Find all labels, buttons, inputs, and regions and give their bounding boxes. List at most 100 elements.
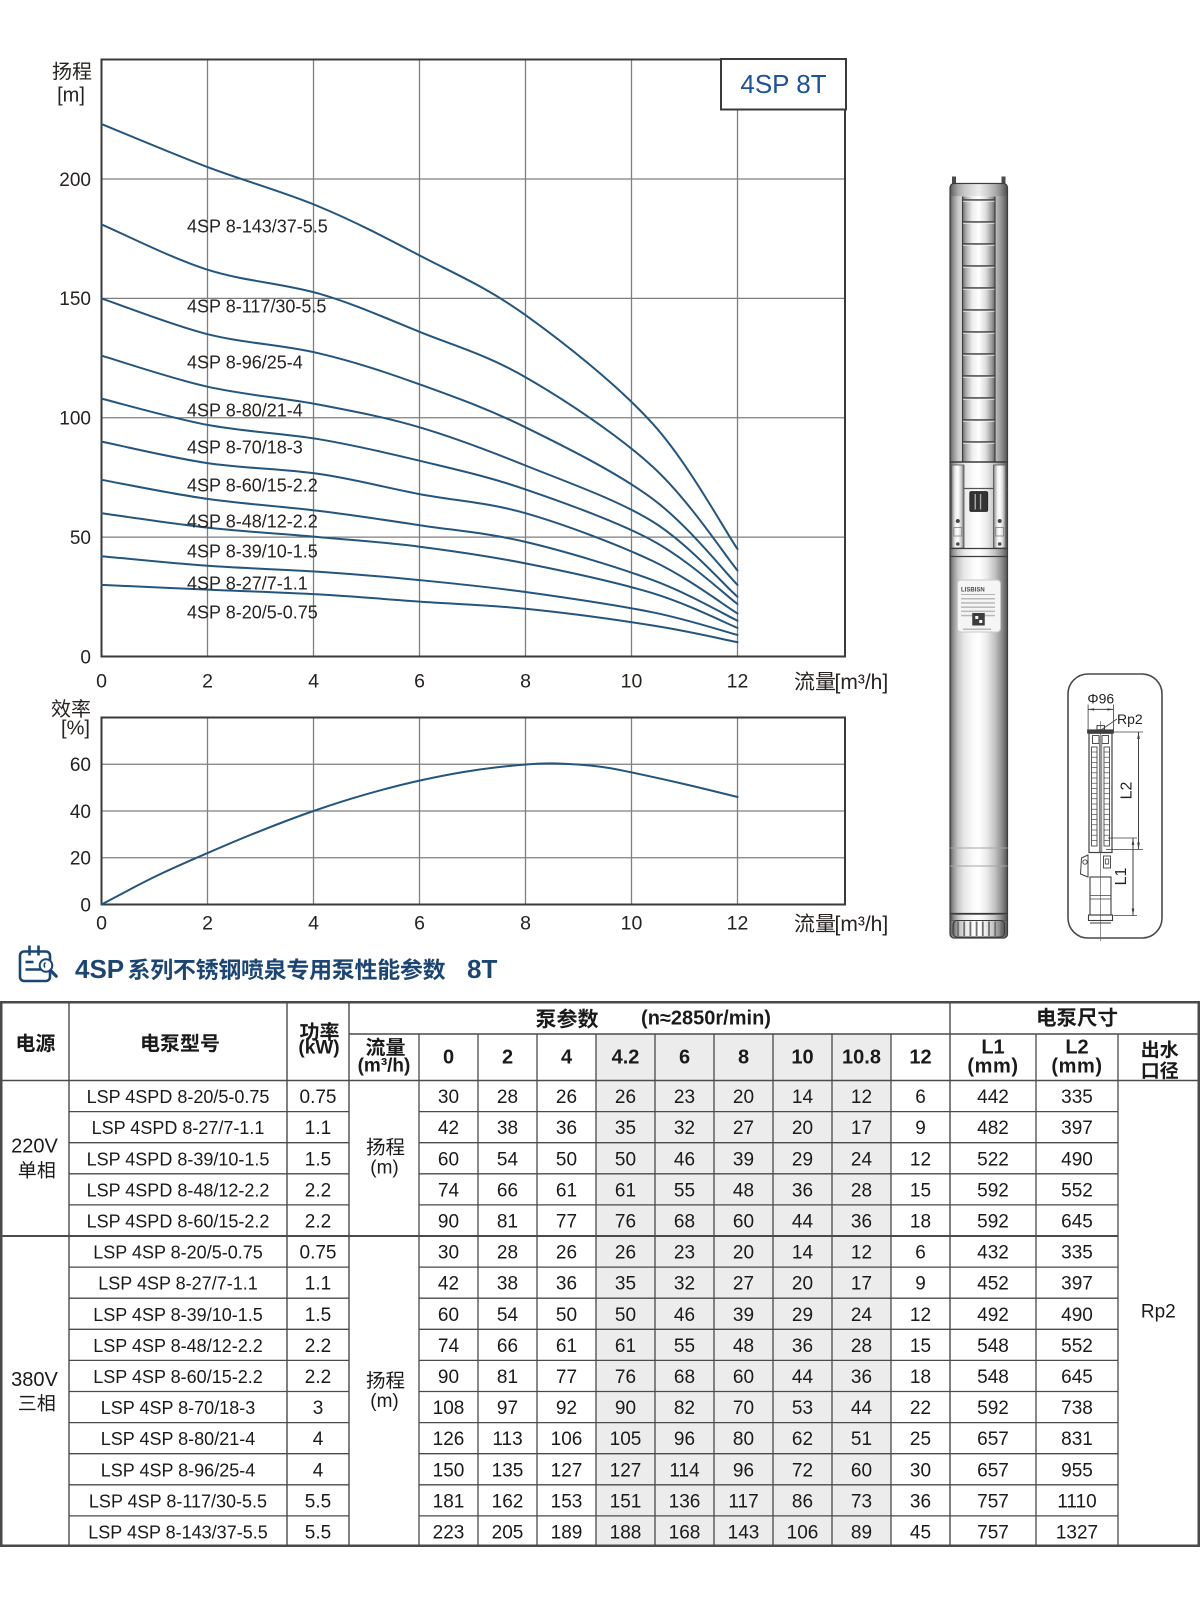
svg-text:223: 223: [433, 1522, 465, 1543]
svg-text:Φ96: Φ96: [1087, 691, 1114, 707]
svg-text:61: 61: [556, 1336, 577, 1357]
svg-text:6: 6: [679, 1046, 690, 1068]
svg-text:LSP 4SP 8-70/18-3: LSP 4SP 8-70/18-3: [101, 1398, 255, 1418]
svg-text:135: 135: [492, 1460, 524, 1481]
svg-text:522: 522: [977, 1149, 1009, 1170]
svg-text:[m³/h]: [m³/h]: [835, 671, 889, 694]
svg-text:36: 36: [556, 1274, 577, 1295]
svg-text:45: 45: [910, 1522, 931, 1543]
svg-text:36: 36: [851, 1211, 872, 1232]
svg-text:20: 20: [70, 849, 91, 870]
svg-text:73: 73: [851, 1491, 872, 1512]
svg-text:27: 27: [733, 1274, 754, 1295]
svg-text:Rp2: Rp2: [1141, 1302, 1176, 1323]
svg-text:60: 60: [438, 1305, 459, 1326]
svg-text:205: 205: [492, 1522, 524, 1543]
svg-text:23: 23: [674, 1087, 695, 1108]
svg-text:9: 9: [915, 1274, 926, 1295]
svg-text:53: 53: [792, 1398, 813, 1419]
svg-text:26: 26: [615, 1243, 636, 1264]
svg-text:60: 60: [733, 1367, 754, 1388]
svg-text:17: 17: [851, 1274, 872, 1295]
svg-text:592: 592: [977, 1211, 1009, 1232]
svg-text:1.5: 1.5: [305, 1305, 331, 1326]
svg-text:1327: 1327: [1056, 1522, 1098, 1543]
svg-text:188: 188: [610, 1522, 642, 1543]
svg-text:490: 490: [1061, 1305, 1093, 1326]
svg-text:82: 82: [674, 1398, 695, 1419]
svg-text:0: 0: [443, 1046, 454, 1068]
svg-text:757: 757: [977, 1522, 1009, 1543]
svg-text:96: 96: [674, 1429, 695, 1450]
svg-text:127: 127: [610, 1460, 642, 1481]
svg-text:3: 3: [313, 1398, 324, 1419]
svg-text:60: 60: [733, 1211, 754, 1232]
svg-text:4SP 8-143/37-5.5: 4SP 8-143/37-5.5: [187, 216, 328, 236]
svg-text:20: 20: [733, 1243, 754, 1264]
svg-text:397: 397: [1061, 1118, 1093, 1139]
svg-text:2.2: 2.2: [305, 1180, 331, 1201]
svg-text:LSP 4SPD 8-20/5-0.75: LSP 4SPD 8-20/5-0.75: [87, 1087, 270, 1107]
svg-text:LSP 4SPD 8-48/12-2.2: LSP 4SPD 8-48/12-2.2: [87, 1180, 270, 1200]
svg-text:12: 12: [909, 1046, 931, 1068]
svg-text:432: 432: [977, 1243, 1009, 1264]
svg-text:L2: L2: [1065, 1037, 1088, 1059]
svg-text:12: 12: [910, 1305, 931, 1326]
svg-text:32: 32: [674, 1118, 695, 1139]
svg-text:LSP 4SP 8-80/21-4: LSP 4SP 8-80/21-4: [101, 1429, 255, 1449]
svg-text:548: 548: [977, 1367, 1009, 1388]
svg-text:55: 55: [674, 1180, 695, 1201]
svg-text:8T: 8T: [467, 954, 497, 984]
svg-text:74: 74: [438, 1336, 460, 1357]
svg-text:15: 15: [910, 1180, 931, 1201]
svg-text:LSP 4SP 8-117/30-5.5: LSP 4SP 8-117/30-5.5: [89, 1491, 267, 1511]
svg-text:2.2: 2.2: [305, 1336, 331, 1357]
svg-text:38: 38: [497, 1118, 518, 1139]
svg-text:150: 150: [59, 289, 91, 310]
svg-text:86: 86: [792, 1491, 813, 1512]
svg-text:0.75: 0.75: [300, 1243, 337, 1264]
svg-text:42: 42: [438, 1274, 459, 1295]
svg-text:76: 76: [615, 1367, 636, 1388]
svg-text:200: 200: [59, 170, 91, 191]
svg-text:48: 48: [733, 1180, 754, 1201]
svg-text:492: 492: [977, 1305, 1009, 1326]
svg-text:30: 30: [438, 1243, 459, 1264]
svg-text:143: 143: [728, 1522, 760, 1543]
svg-text:44: 44: [792, 1367, 814, 1388]
svg-text:35: 35: [615, 1118, 636, 1139]
svg-text:955: 955: [1061, 1460, 1093, 1481]
svg-text:2: 2: [502, 1046, 513, 1068]
svg-text:150: 150: [433, 1460, 465, 1481]
svg-text:72: 72: [792, 1460, 813, 1481]
svg-text:70: 70: [733, 1398, 754, 1419]
svg-text:68: 68: [674, 1211, 695, 1232]
svg-text:76: 76: [615, 1211, 636, 1232]
svg-text:90: 90: [615, 1398, 636, 1419]
svg-text:66: 66: [497, 1180, 518, 1201]
svg-text:LSP 4SP 8-48/12-2.2: LSP 4SP 8-48/12-2.2: [93, 1336, 262, 1356]
svg-text:1.1: 1.1: [305, 1118, 331, 1139]
svg-text:60: 60: [438, 1149, 459, 1170]
svg-text:1.1: 1.1: [305, 1274, 331, 1295]
svg-text:220V: 220V: [11, 1136, 58, 1158]
svg-text:0: 0: [80, 895, 91, 916]
svg-text:51: 51: [851, 1429, 872, 1450]
svg-text:(mm): (mm): [967, 1056, 1018, 1078]
svg-text:61: 61: [556, 1180, 577, 1201]
svg-text:(m): (m): [370, 1158, 398, 1179]
svg-text:490: 490: [1061, 1149, 1093, 1170]
svg-text:113: 113: [492, 1429, 522, 1450]
svg-text:20: 20: [792, 1118, 813, 1139]
svg-text:2.2: 2.2: [305, 1211, 331, 1232]
svg-text:100: 100: [59, 409, 91, 430]
svg-text:(m³/h): (m³/h): [358, 1056, 411, 1077]
svg-text:18: 18: [910, 1211, 931, 1232]
svg-text:17: 17: [851, 1118, 872, 1139]
svg-text:151: 151: [610, 1491, 642, 1512]
svg-text:12: 12: [727, 913, 749, 935]
svg-text:90: 90: [438, 1211, 459, 1232]
svg-text:657: 657: [977, 1460, 1009, 1481]
svg-text:657: 657: [977, 1429, 1009, 1450]
svg-text:40: 40: [70, 802, 91, 823]
